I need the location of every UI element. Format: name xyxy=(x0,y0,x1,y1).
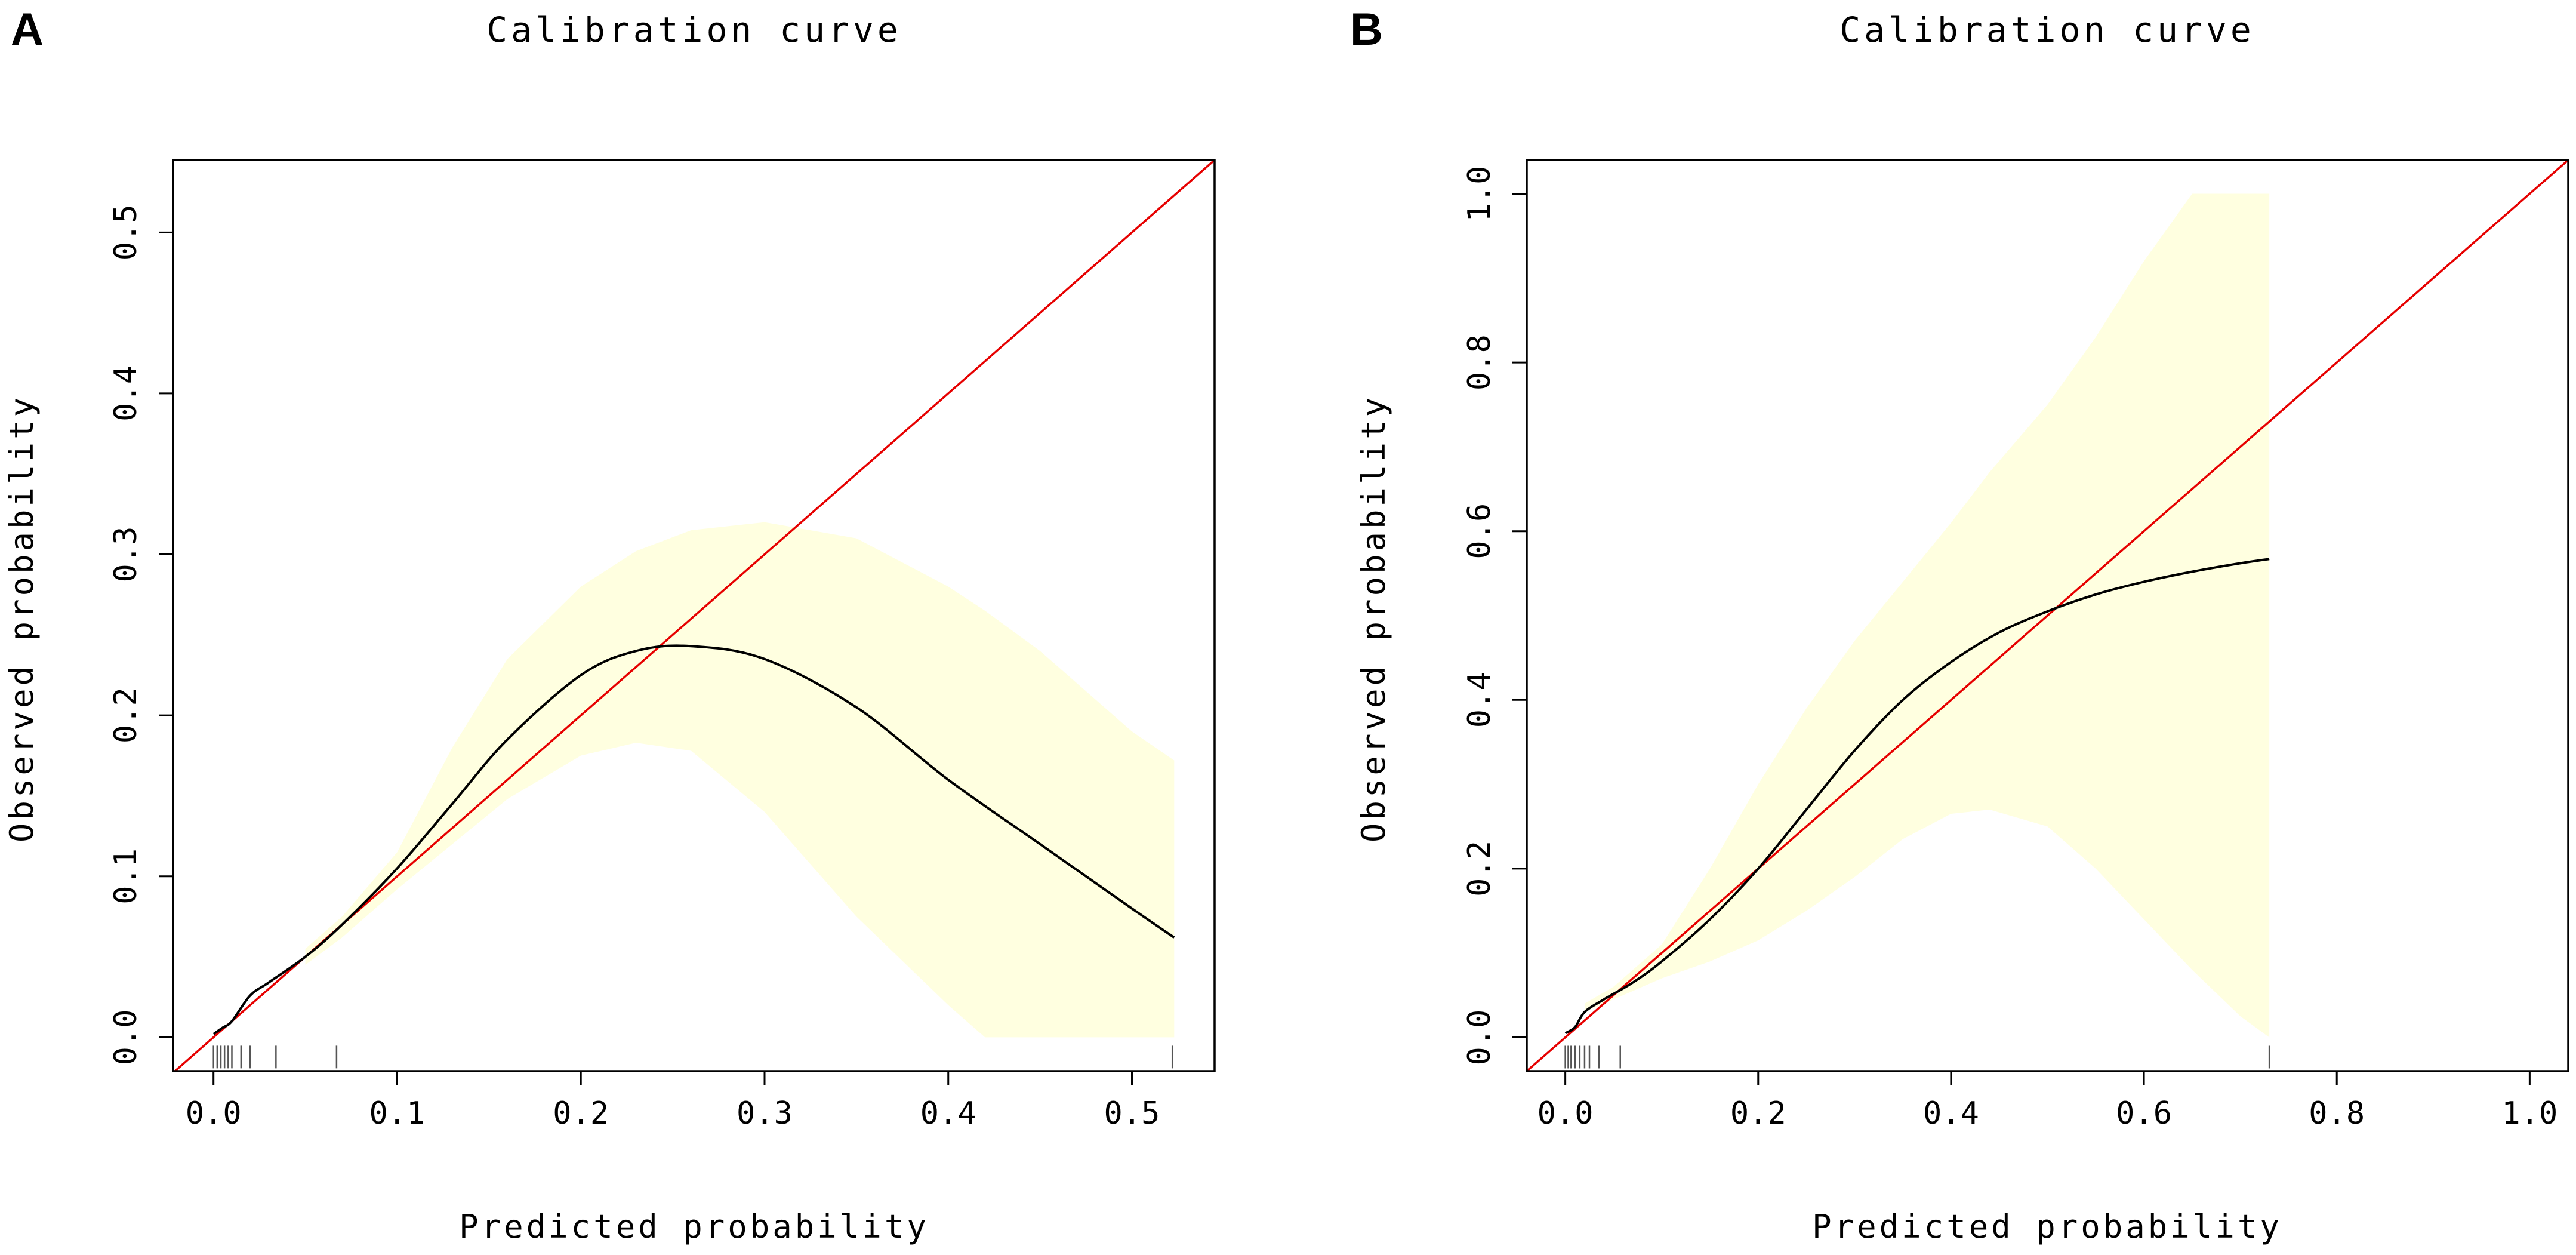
panel-a-x-tick-label-5: 0.5 xyxy=(1104,1096,1160,1131)
panel-b-title: Calibration curve xyxy=(1839,10,2255,50)
panel-b-frame xyxy=(1526,159,2569,1072)
panel-a-y-tick-label-1: 0.1 xyxy=(108,848,144,905)
panel-b-y-tick-label-4: 0.8 xyxy=(1462,334,1497,390)
panel-b-x-tick-label-1: 0.2 xyxy=(1730,1096,1786,1131)
panel-a-y-tick-label-5: 0.5 xyxy=(108,204,144,260)
panel-a-xlabel: Predicted probability xyxy=(459,1208,929,1245)
panel-b-x-tick-label-2: 0.4 xyxy=(1923,1096,1979,1131)
panel-b-letter: B xyxy=(1350,4,1383,55)
panel-a-x-tick-label-3: 0.3 xyxy=(737,1096,793,1131)
panel-b-plot-content xyxy=(1527,160,2568,1071)
panel-a-y-tick-label-3: 0.3 xyxy=(108,527,144,583)
panel-b-ideal-line xyxy=(1527,160,2568,1071)
panel-a-letter: A xyxy=(11,4,44,55)
panel-a: A Calibration curve Predicted probabilit… xyxy=(3,4,1216,1245)
panel-a-y-tick-label-0: 0.0 xyxy=(108,1009,144,1065)
panel-b-calibration-curve xyxy=(1564,558,2270,1035)
panel-a-y-tick-label-4: 0.4 xyxy=(108,365,144,422)
panel-a-title: Calibration curve xyxy=(486,10,902,50)
panel-b-y-tick-label-3: 0.6 xyxy=(1462,503,1497,559)
panel-b-xlabel: Predicted probability xyxy=(1812,1208,2282,1245)
panel-b-y-tick-label-5: 1.0 xyxy=(1462,166,1497,222)
panel-b-x-tick-label-5: 1.0 xyxy=(2501,1096,2557,1131)
panel-a-x-tick-label-0: 0.0 xyxy=(186,1096,242,1131)
panel-a-confidence-band xyxy=(305,522,1175,1038)
panel-b-y-tick-label-1: 0.2 xyxy=(1462,841,1497,897)
panel-a-x-tick-label-2: 0.2 xyxy=(553,1096,609,1131)
panel-a-calibration-curve xyxy=(212,644,1175,1035)
panel-a-plot-content xyxy=(173,160,1215,1071)
panel-b-x-tick-label-0: 0.0 xyxy=(1537,1096,1594,1131)
panel-b-plot-area: 0.0 0.2 0.4 0.6 0.8 1.0 0.0 0.2 0.4 0.6 0.8 1.0 xyxy=(1462,159,2569,1131)
panel-b-y-tick-label-2: 0.4 xyxy=(1462,672,1497,728)
panel-a-y-tick-label-2: 0.2 xyxy=(108,687,144,743)
panel-b-y-tick-label-0: 0.0 xyxy=(1462,1010,1497,1066)
panel-a-ylabel: Observed probability xyxy=(3,395,41,842)
panel-b-x-tick-label-4: 0.8 xyxy=(2309,1096,2365,1131)
panel-a-x-tick-label-1: 0.1 xyxy=(369,1096,426,1131)
panel-a-frame xyxy=(172,159,1216,1072)
panel-b-confidence-band xyxy=(1584,193,2270,1038)
panel-a-x-tick-label-4: 0.4 xyxy=(920,1096,976,1131)
panel-b-ylabel: Observed probability xyxy=(1355,395,1392,842)
panel-a-plot-area: 0.0 0.1 0.2 0.3 0.4 0.5 0.0 0.1 0.2 0.3 0.4 0.5 xyxy=(108,159,1216,1131)
panel-b: B Calibration curve Predicted probabilit… xyxy=(1350,4,2569,1245)
panel-b-x-tick-label-3: 0.6 xyxy=(2116,1096,2172,1131)
